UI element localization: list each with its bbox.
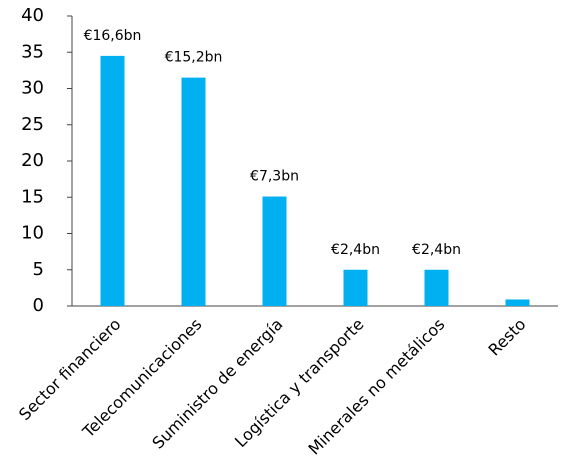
y-tick-label: 30 xyxy=(21,78,44,99)
y-tick-label: 20 xyxy=(21,150,44,171)
y-tick-label: 15 xyxy=(21,186,44,207)
bar-annotation: €2,4bn xyxy=(331,242,380,258)
x-tick-label: Minerales no metálicos xyxy=(304,315,448,459)
x-tick-label: Suministro de energía xyxy=(148,315,286,453)
y-tick-label: 0 xyxy=(33,295,44,316)
bar-annotation: €2,4bn xyxy=(412,242,461,258)
bar xyxy=(343,269,368,306)
bar-annotation: €15,2bn xyxy=(165,50,223,66)
y-tick-label: 40 xyxy=(21,5,44,26)
bar-annotation: €16,6bn xyxy=(84,28,142,44)
bar xyxy=(505,299,530,306)
bar xyxy=(181,77,206,306)
x-tick-label: Resto xyxy=(485,315,530,360)
bar xyxy=(262,196,287,306)
y-tick-label: 10 xyxy=(21,223,44,244)
bar xyxy=(424,269,449,306)
y-tick-label: 35 xyxy=(21,41,44,62)
bar-annotation: €7,3bn xyxy=(250,169,299,185)
y-tick-label: 5 xyxy=(33,259,44,280)
bar xyxy=(100,55,125,306)
y-tick-label: 25 xyxy=(21,114,44,135)
